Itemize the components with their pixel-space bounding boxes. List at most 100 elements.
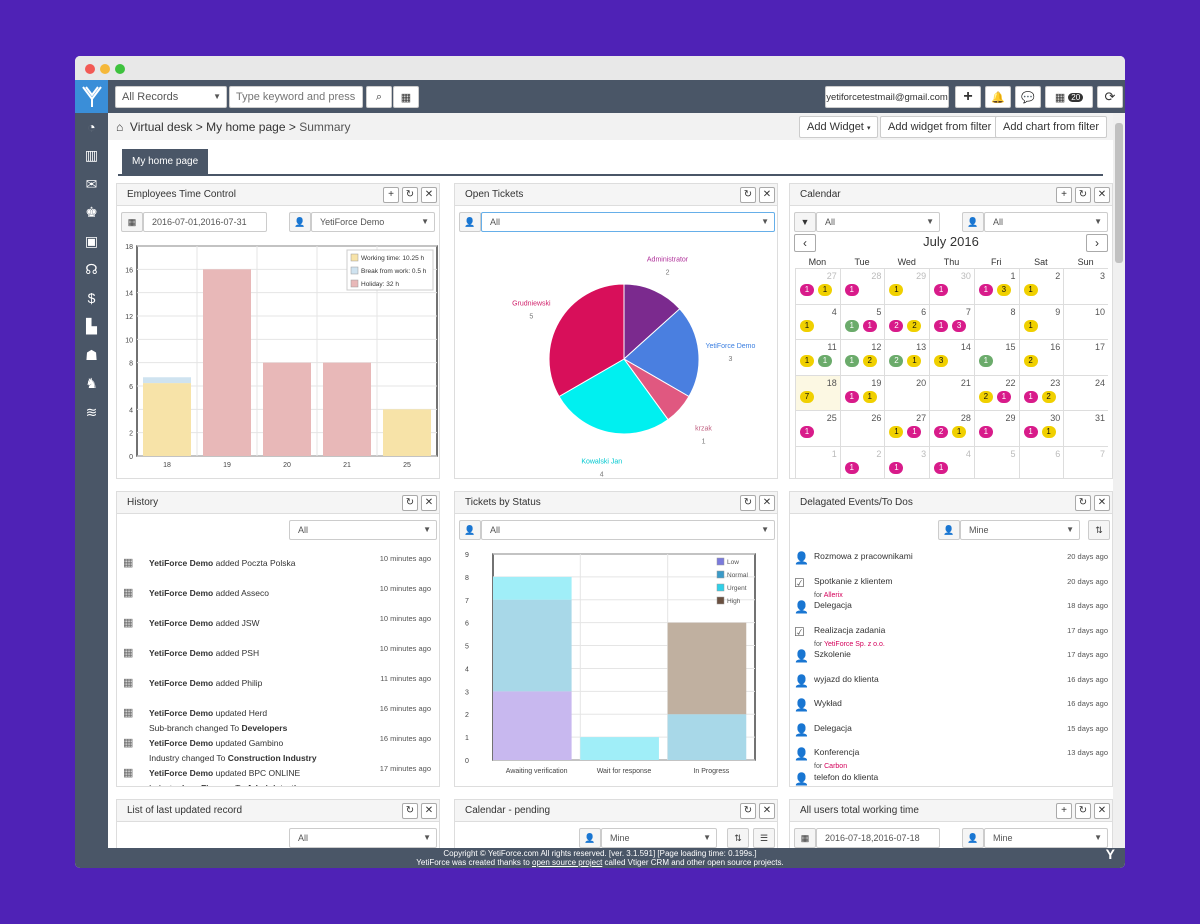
event-count-badge[interactable]: 1 bbox=[800, 426, 814, 438]
last-updated-filter[interactable]: All ▼ bbox=[289, 828, 437, 848]
delegated-title[interactable]: Spotkanie z klientem bbox=[814, 575, 893, 586]
calendar-day[interactable]: 18 7 bbox=[795, 375, 840, 411]
database-icon[interactable]: ≋ bbox=[85, 403, 98, 420]
delegated-title[interactable]: Delegacja bbox=[814, 722, 852, 733]
delegated-item[interactable]: 👤 wyjazd do klienta 16 days ago bbox=[790, 673, 1112, 697]
history-item[interactable]: ▦ YetiForce Demo updated BPC ONLINE Indus… bbox=[117, 764, 439, 786]
event-count-badge[interactable]: 2 bbox=[889, 319, 904, 332]
calendar-day[interactable]: 8 bbox=[973, 304, 1019, 340]
event-count-badge[interactable]: 3 bbox=[952, 319, 967, 332]
event-count-badge[interactable]: 1 bbox=[934, 319, 949, 332]
calendar-day[interactable]: 7 bbox=[1063, 446, 1108, 478]
tab-my-home-page[interactable]: My home page bbox=[122, 149, 209, 175]
history-user[interactable]: YetiForce Demo bbox=[149, 588, 214, 598]
refresh-icon[interactable]: ↻ bbox=[1075, 495, 1091, 511]
delegated-title[interactable]: Realizacja zadania bbox=[814, 624, 886, 635]
close-dot[interactable] bbox=[85, 64, 95, 74]
calendar-day[interactable]: 11 1 1 bbox=[795, 340, 840, 376]
event-count-badge[interactable]: 1 bbox=[889, 461, 904, 474]
sort-icon[interactable]: ⇅ bbox=[1088, 520, 1110, 540]
history-item[interactable]: ▦ YetiForce Demo added Asseco 10 minutes… bbox=[117, 584, 439, 614]
add-icon[interactable]: + bbox=[383, 187, 399, 203]
history-item[interactable]: ▦ YetiForce Demo added JSW 10 minutes ag… bbox=[117, 614, 439, 644]
history-item[interactable]: ▦ YetiForce Demo added PSH 10 minutes ag… bbox=[117, 644, 439, 674]
user-select[interactable]: YetiForce Demo ▼ bbox=[311, 212, 435, 232]
refresh-icon[interactable]: ↻ bbox=[402, 495, 418, 511]
event-count-badge[interactable]: 1 bbox=[800, 284, 814, 296]
close-icon[interactable]: ✕ bbox=[421, 495, 437, 511]
projects-icon[interactable]: ▣ bbox=[84, 232, 99, 249]
calendar-day[interactable]: 1 bbox=[795, 446, 840, 478]
list-icon[interactable]: ☰ bbox=[753, 828, 775, 848]
refresh-icon[interactable]: ↻ bbox=[740, 803, 756, 819]
history-user[interactable]: YetiForce Demo bbox=[149, 648, 214, 658]
calendar-day[interactable]: 30 1 1 bbox=[1018, 411, 1064, 447]
calendar-day[interactable]: 28 2 1 bbox=[929, 411, 974, 447]
event-count-badge[interactable]: 1 bbox=[934, 461, 949, 474]
calendar-reminder-button[interactable]: ▦ 20 bbox=[1045, 86, 1093, 108]
history-user[interactable]: YetiForce Demo bbox=[149, 708, 214, 718]
calendar-day[interactable]: 17 bbox=[1063, 340, 1108, 376]
working-time-owner-select[interactable]: Mine ▼ bbox=[984, 828, 1108, 848]
event-count-badge[interactable]: 1 bbox=[818, 284, 832, 296]
event-count-badge[interactable]: 1 bbox=[844, 461, 859, 474]
delegated-item[interactable]: ☑ Realizacja zadania for YetiForce Sp. z … bbox=[790, 624, 1112, 648]
delegated-title[interactable]: telefon do klienta bbox=[814, 771, 879, 782]
delegated-item[interactable]: 👤 Delegacja 18 days ago bbox=[790, 599, 1112, 623]
delegated-item[interactable]: 👤 Konferencja for Carbon 13 days ago bbox=[790, 746, 1112, 770]
close-icon[interactable]: ✕ bbox=[1094, 803, 1110, 819]
close-icon[interactable]: ✕ bbox=[421, 187, 437, 203]
search-input[interactable] bbox=[229, 86, 363, 108]
close-icon[interactable]: ✕ bbox=[421, 803, 437, 819]
delegated-owner-select[interactable]: Mine ▼ bbox=[960, 520, 1080, 540]
close-icon[interactable]: ✕ bbox=[759, 187, 775, 203]
history-user[interactable]: YetiForce Demo bbox=[149, 558, 214, 568]
home-icon[interactable]: ⌂ bbox=[116, 120, 124, 134]
event-count-badge[interactable]: 2 bbox=[862, 355, 877, 367]
maximize-dot[interactable] bbox=[115, 64, 125, 74]
event-count-badge[interactable]: 1 bbox=[1023, 426, 1038, 438]
minimize-dot[interactable] bbox=[100, 64, 110, 74]
breadcrumb-my-home-page[interactable]: My home page bbox=[206, 120, 286, 134]
close-icon[interactable]: ✕ bbox=[759, 803, 775, 819]
history-item[interactable]: ▦ YetiForce Demo updated Herd Sub-branch … bbox=[117, 704, 439, 734]
event-count-badge[interactable]: 2 bbox=[978, 390, 993, 403]
buildings-icon[interactable]: ▙ bbox=[86, 318, 97, 335]
delegated-for-value[interactable]: YetiForce Sp. z o.o. bbox=[824, 640, 885, 648]
calendar-day[interactable]: 14 3 bbox=[929, 340, 974, 376]
delegated-title[interactable]: Delegacja bbox=[814, 600, 852, 610]
search-button[interactable]: ⌕ bbox=[366, 86, 392, 108]
event-count-badge[interactable]: 2 bbox=[1041, 390, 1056, 403]
refresh-icon[interactable]: ↻ bbox=[740, 187, 756, 203]
event-count-badge[interactable]: 1 bbox=[818, 355, 832, 367]
delegated-title[interactable]: Konferencja bbox=[814, 747, 860, 757]
history-item[interactable]: ▦ YetiForce Demo updated Gambino Industry… bbox=[117, 734, 439, 764]
calendar-day[interactable]: 16 2 bbox=[1018, 340, 1064, 376]
event-count-badge[interactable]: 1 bbox=[978, 426, 993, 438]
refresh-icon[interactable]: ↻ bbox=[402, 187, 418, 203]
event-count-badge[interactable]: 1 bbox=[844, 390, 859, 403]
history-user[interactable]: YetiForce Demo bbox=[149, 768, 214, 778]
event-count-badge[interactable]: 7 bbox=[800, 390, 814, 403]
calendar-day[interactable]: 6 bbox=[1018, 446, 1064, 478]
calendar-day[interactable]: 25 1 bbox=[795, 411, 840, 447]
add-widget-from-filter-button[interactable]: Add widget from filter bbox=[880, 116, 1000, 138]
dashboard-icon[interactable]: ◔ bbox=[87, 119, 96, 136]
event-count-badge[interactable]: 2 bbox=[907, 319, 922, 332]
add-icon[interactable]: + bbox=[1056, 803, 1072, 819]
event-count-badge[interactable]: 2 bbox=[889, 355, 904, 367]
refresh-icon[interactable]: ↻ bbox=[1075, 187, 1091, 203]
pending-owner-select[interactable]: Mine ▼ bbox=[601, 828, 717, 848]
sort-icon[interactable]: ⇅ bbox=[727, 828, 749, 848]
event-count-badge[interactable]: 1 bbox=[844, 355, 859, 367]
delegated-for-value[interactable]: Carbon bbox=[824, 763, 848, 770]
calendar-owner-select[interactable]: All ▼ bbox=[984, 212, 1108, 232]
add-chart-from-filter-button[interactable]: Add chart from filter bbox=[995, 116, 1107, 138]
calendar-day[interactable]: 13 2 1 bbox=[884, 340, 929, 376]
calendar-type-select[interactable]: All ▼ bbox=[816, 212, 940, 232]
history-filter-select[interactable]: All ▼ bbox=[289, 520, 437, 540]
